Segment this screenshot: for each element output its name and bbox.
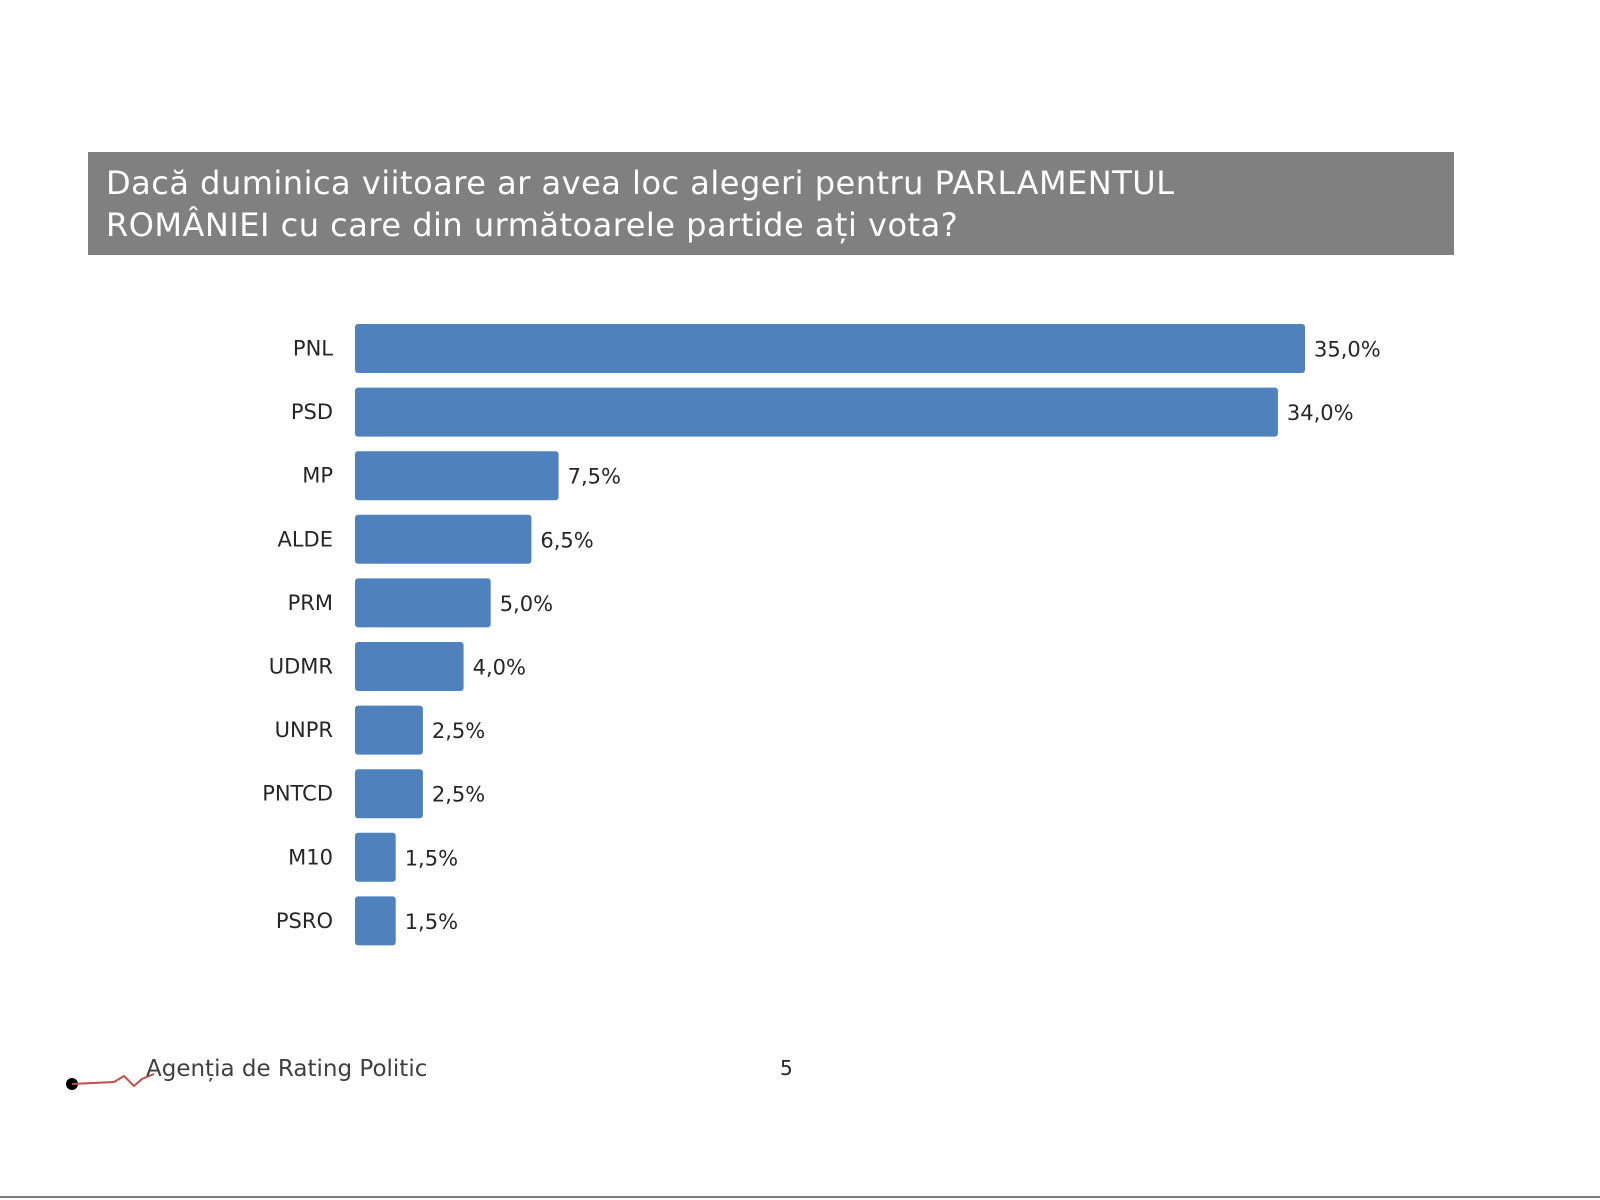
bar-pntcd [355, 769, 423, 819]
value-label-psro: 1,5% [405, 910, 458, 934]
value-label-udmr: 4,0% [473, 656, 526, 680]
bar-pnl [355, 324, 1305, 373]
category-label-pntcd: PNTCD [262, 782, 333, 806]
value-label-alde: 6,5% [540, 528, 593, 552]
bar-psd [355, 387, 1278, 437]
category-label-mp: MP [302, 464, 333, 488]
value-label-prm: 5,0% [500, 592, 553, 616]
value-label-m10: 1,5% [405, 846, 458, 870]
agency-name: Agenția de Rating Politic [146, 1056, 428, 1082]
category-label-unpr: UNPR [275, 718, 333, 742]
bar-unpr [355, 705, 423, 755]
value-label-mp: 7,5% [568, 465, 621, 489]
bar-m10 [355, 832, 396, 882]
bar-alde [355, 514, 532, 564]
category-label-alde: ALDE [277, 527, 333, 551]
bar-psro [355, 896, 396, 946]
chart-title-line-2: ROMÂNIEI cu care din următoarele partide… [106, 206, 959, 244]
page-number: 5 [780, 1056, 793, 1080]
chart-title-line-1: Dacă duminica viitoare ar avea loc alege… [106, 164, 1175, 202]
category-label-udmr: UDMR [269, 655, 333, 679]
category-label-psro: PSRO [276, 909, 333, 933]
category-label-psd: PSD [291, 400, 333, 424]
value-label-pnl: 35,0% [1314, 338, 1381, 362]
bottom-rule [0, 1196, 1600, 1198]
category-label-prm: PRM [288, 591, 333, 615]
value-label-unpr: 2,5% [432, 719, 485, 743]
title-band: Dacă duminica viitoare ar avea loc alege… [88, 152, 1454, 255]
value-label-psd: 34,0% [1287, 401, 1354, 425]
value-label-pntcd: 2,5% [432, 783, 485, 807]
bar-udmr [355, 642, 464, 691]
bar-prm [355, 578, 491, 628]
logo-line-icon [66, 1073, 155, 1090]
category-label-pnl: PNL [293, 337, 333, 361]
category-label-m10: M10 [288, 845, 333, 869]
bar-mp [355, 451, 559, 501]
agency-logo: Agenția de Rating Politic [62, 1046, 482, 1096]
